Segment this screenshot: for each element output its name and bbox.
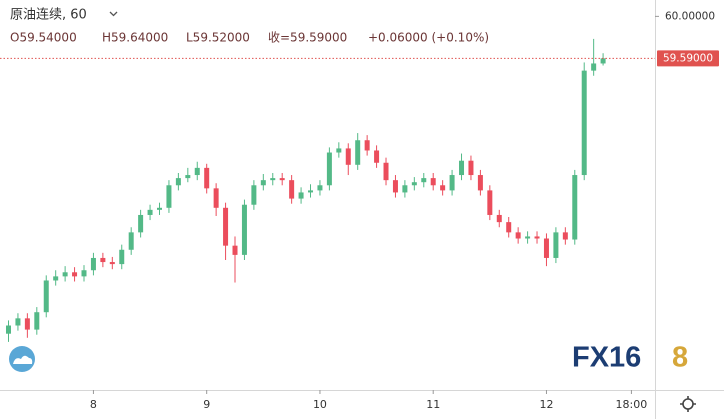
- candle-body: [289, 180, 295, 199]
- candle-body: [5, 325, 11, 334]
- candle-body: [15, 318, 21, 326]
- candle-body: [128, 232, 134, 250]
- ohlc-legend: O59.54000 H59.64000 L59.52000 收=59.59000 +0.…: [10, 31, 489, 45]
- candle-body: [279, 178, 285, 181]
- candle-body: [534, 236, 540, 239]
- settings-icon-teeth: [680, 396, 696, 412]
- x-tick-label: 12: [539, 398, 553, 411]
- candle-body: [138, 214, 144, 233]
- candle-body: [468, 160, 474, 176]
- candle-body: [175, 178, 181, 186]
- x-tick-label: 8: [90, 398, 97, 411]
- candle-body: [572, 175, 578, 240]
- candle-body: [411, 182, 417, 186]
- logo-text-accent: 8: [672, 342, 688, 374]
- candle-body: [600, 58, 606, 64]
- candle-body: [62, 272, 68, 277]
- candle-body: [449, 175, 455, 191]
- candle-body: [477, 175, 483, 191]
- x-tick-label: 9: [203, 398, 210, 411]
- x-tick-label: 10: [313, 398, 327, 411]
- candle-body: [364, 140, 370, 151]
- candle-body: [430, 178, 436, 186]
- candle-body: [543, 238, 549, 258]
- plot: [0, 38, 655, 342]
- logo-text: FX16: [572, 342, 641, 374]
- candle-body: [81, 270, 87, 277]
- candle-body: [24, 318, 30, 330]
- candle-body: [223, 207, 229, 246]
- last-price-badge: [657, 50, 719, 67]
- last-price-label: 59.59000: [663, 52, 713, 64]
- candle-body: [326, 152, 332, 186]
- candle-body: [251, 185, 257, 205]
- candle-body: [270, 178, 276, 181]
- candle-body: [157, 207, 163, 210]
- legend-value: H59.64000: [102, 31, 168, 45]
- legend-value: 收=59.59000: [268, 31, 347, 45]
- candle-body: [591, 63, 597, 71]
- candle-body: [440, 185, 446, 191]
- candle-body: [374, 150, 380, 163]
- candle-body: [581, 70, 587, 176]
- candle-body: [53, 276, 59, 281]
- candle-body: [213, 188, 219, 208]
- candle-body: [119, 249, 125, 265]
- legend-value: O59.54000: [10, 31, 77, 45]
- candle-body: [241, 204, 247, 255]
- chart-title: 原油连续, 60: [10, 7, 87, 23]
- candle-body: [383, 162, 389, 181]
- candle-body: [525, 236, 531, 239]
- candle-body: [298, 192, 304, 199]
- candle-body: [562, 232, 568, 240]
- candle-body: [336, 148, 342, 153]
- candle-body: [194, 167, 200, 176]
- legend-value: L59.52000: [186, 31, 250, 45]
- candle-body: [402, 185, 408, 193]
- candle-body: [496, 214, 502, 223]
- candle-body: [109, 262, 115, 265]
- candle-body: [317, 185, 323, 191]
- candle-body: [515, 232, 521, 239]
- candle-body: [90, 257, 96, 271]
- candle-body: [355, 140, 361, 165]
- candle-body: [421, 178, 427, 183]
- candle-body: [487, 190, 493, 215]
- candle-body: [459, 160, 465, 176]
- x-tick-label: 11: [426, 398, 440, 411]
- y-tick-label: 60.00000: [665, 10, 715, 22]
- legend-value: +0.06000 (+0.10%): [368, 31, 489, 45]
- candle-body: [147, 209, 153, 215]
- candle-body: [260, 180, 266, 186]
- candle-body: [392, 180, 398, 193]
- candle-body: [72, 272, 78, 277]
- candle-body: [553, 232, 559, 258]
- candle-body: [43, 280, 49, 313]
- x-tick-label: 18:00: [616, 398, 648, 411]
- candle-body: [232, 245, 238, 255]
- candle-body: [166, 185, 172, 208]
- candle-body: [100, 257, 106, 263]
- candle-body: [345, 148, 351, 165]
- candle-body: [185, 175, 191, 179]
- candle-body: [34, 312, 40, 330]
- cloud-icon: [13, 355, 33, 364]
- interval-chevron[interactable]: [109, 11, 118, 17]
- candle-body: [506, 222, 512, 233]
- candle-body: [204, 167, 210, 189]
- candle-body: [308, 190, 314, 193]
